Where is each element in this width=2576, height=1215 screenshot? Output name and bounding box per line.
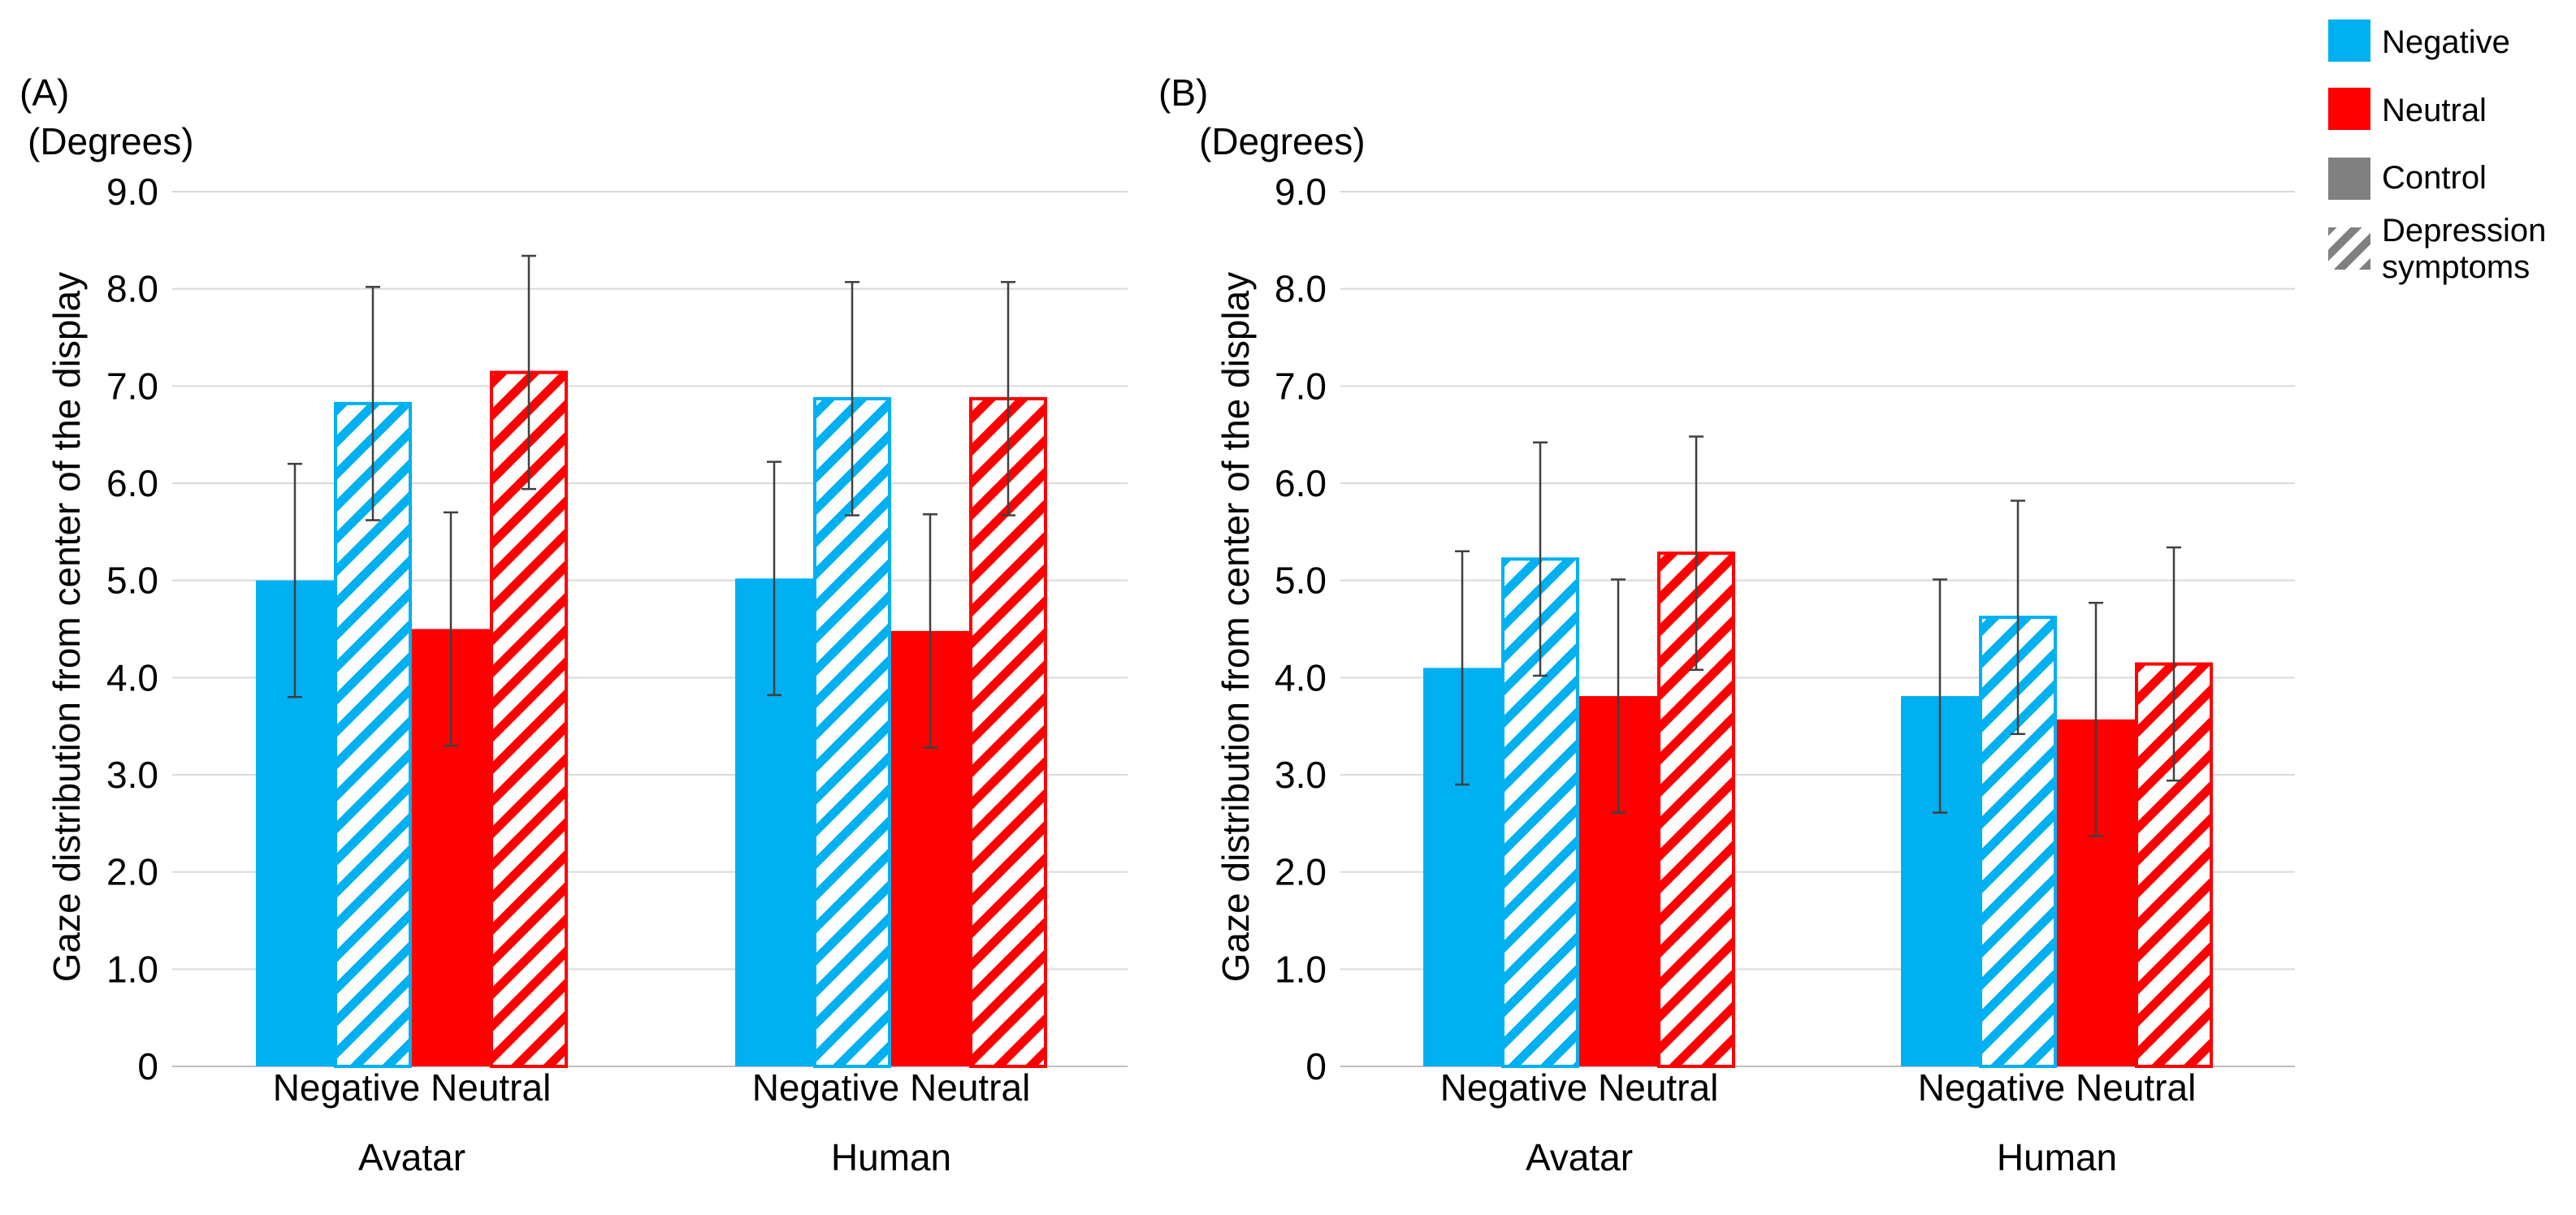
x-category-label: Negative Neutral [752,1066,1031,1109]
x-group-label: Avatar [1526,1136,1633,1178]
panel-label: (A) [19,71,69,114]
legend-swatch-negative [2328,19,2370,62]
y-tick-label: 8.0 [1275,268,1327,310]
x-category-label: Negative Neutral [273,1066,552,1109]
legend-swatch-neutral [2328,88,2370,130]
y-tick-label: 6.0 [1275,462,1327,504]
y-tick-label: 7.0 [106,365,158,407]
panel-a: (A) (Degrees) Gaze distribution from cen… [19,71,1128,1178]
unit-label: (Degrees) [1199,120,1366,162]
y-tick-label: 9.0 [1275,171,1327,213]
y-tick-label: 1.0 [106,948,158,990]
x-group-label: Human [831,1136,951,1178]
legend-label-neutral: Neutral [2382,93,2487,128]
unit-label: (Degrees) [28,120,194,162]
legend-label-depression-line-2: symptoms [2382,249,2530,285]
legend-label-negative: Negative [2382,24,2510,60]
y-tick-label: 4.0 [106,656,158,698]
x-category-label: Negative Neutral [1918,1066,2197,1109]
panel-b: (B) (Degrees) Gaze distribution from cen… [1158,71,2295,1178]
bar-negative-depression-avatar [334,401,412,1068]
legend: Negative Neutral Control Depression symp… [2328,19,2546,285]
x-category-label: Negative Neutral [1440,1066,1719,1109]
x-group-label: Human [1997,1136,2117,1178]
y-tick-label: 0 [137,1045,158,1087]
y-axis-title: Gaze distribution from center of the dis… [1214,272,1257,982]
y-tick-label: 4.0 [1275,656,1327,698]
y-tick-label: 3.0 [106,754,158,796]
y-tick-label: 6.0 [106,462,158,504]
y-tick-label: 2.0 [106,851,158,893]
y-tick-label: 2.0 [1275,851,1327,893]
y-tick-label: 9.0 [106,171,158,213]
legend-label-control: Control [2382,160,2487,196]
x-group-label: Avatar [358,1136,465,1178]
legend-label-depression-line-1: Depression [2382,213,2546,249]
y-axis-title: Gaze distribution from center of the dis… [45,272,88,982]
legend-swatch-control [2328,158,2370,200]
legend-swatch-depression [2328,227,2370,270]
y-tick-label: 8.0 [106,268,158,310]
y-tick-label: 5.0 [106,560,158,602]
panel-label: (B) [1158,71,1208,114]
y-tick-label: 1.0 [1275,948,1327,990]
y-tick-label: 3.0 [1275,754,1327,796]
y-tick-label: 0 [1305,1045,1327,1087]
y-tick-label: 7.0 [1275,365,1327,407]
y-tick-label: 5.0 [1275,560,1327,602]
